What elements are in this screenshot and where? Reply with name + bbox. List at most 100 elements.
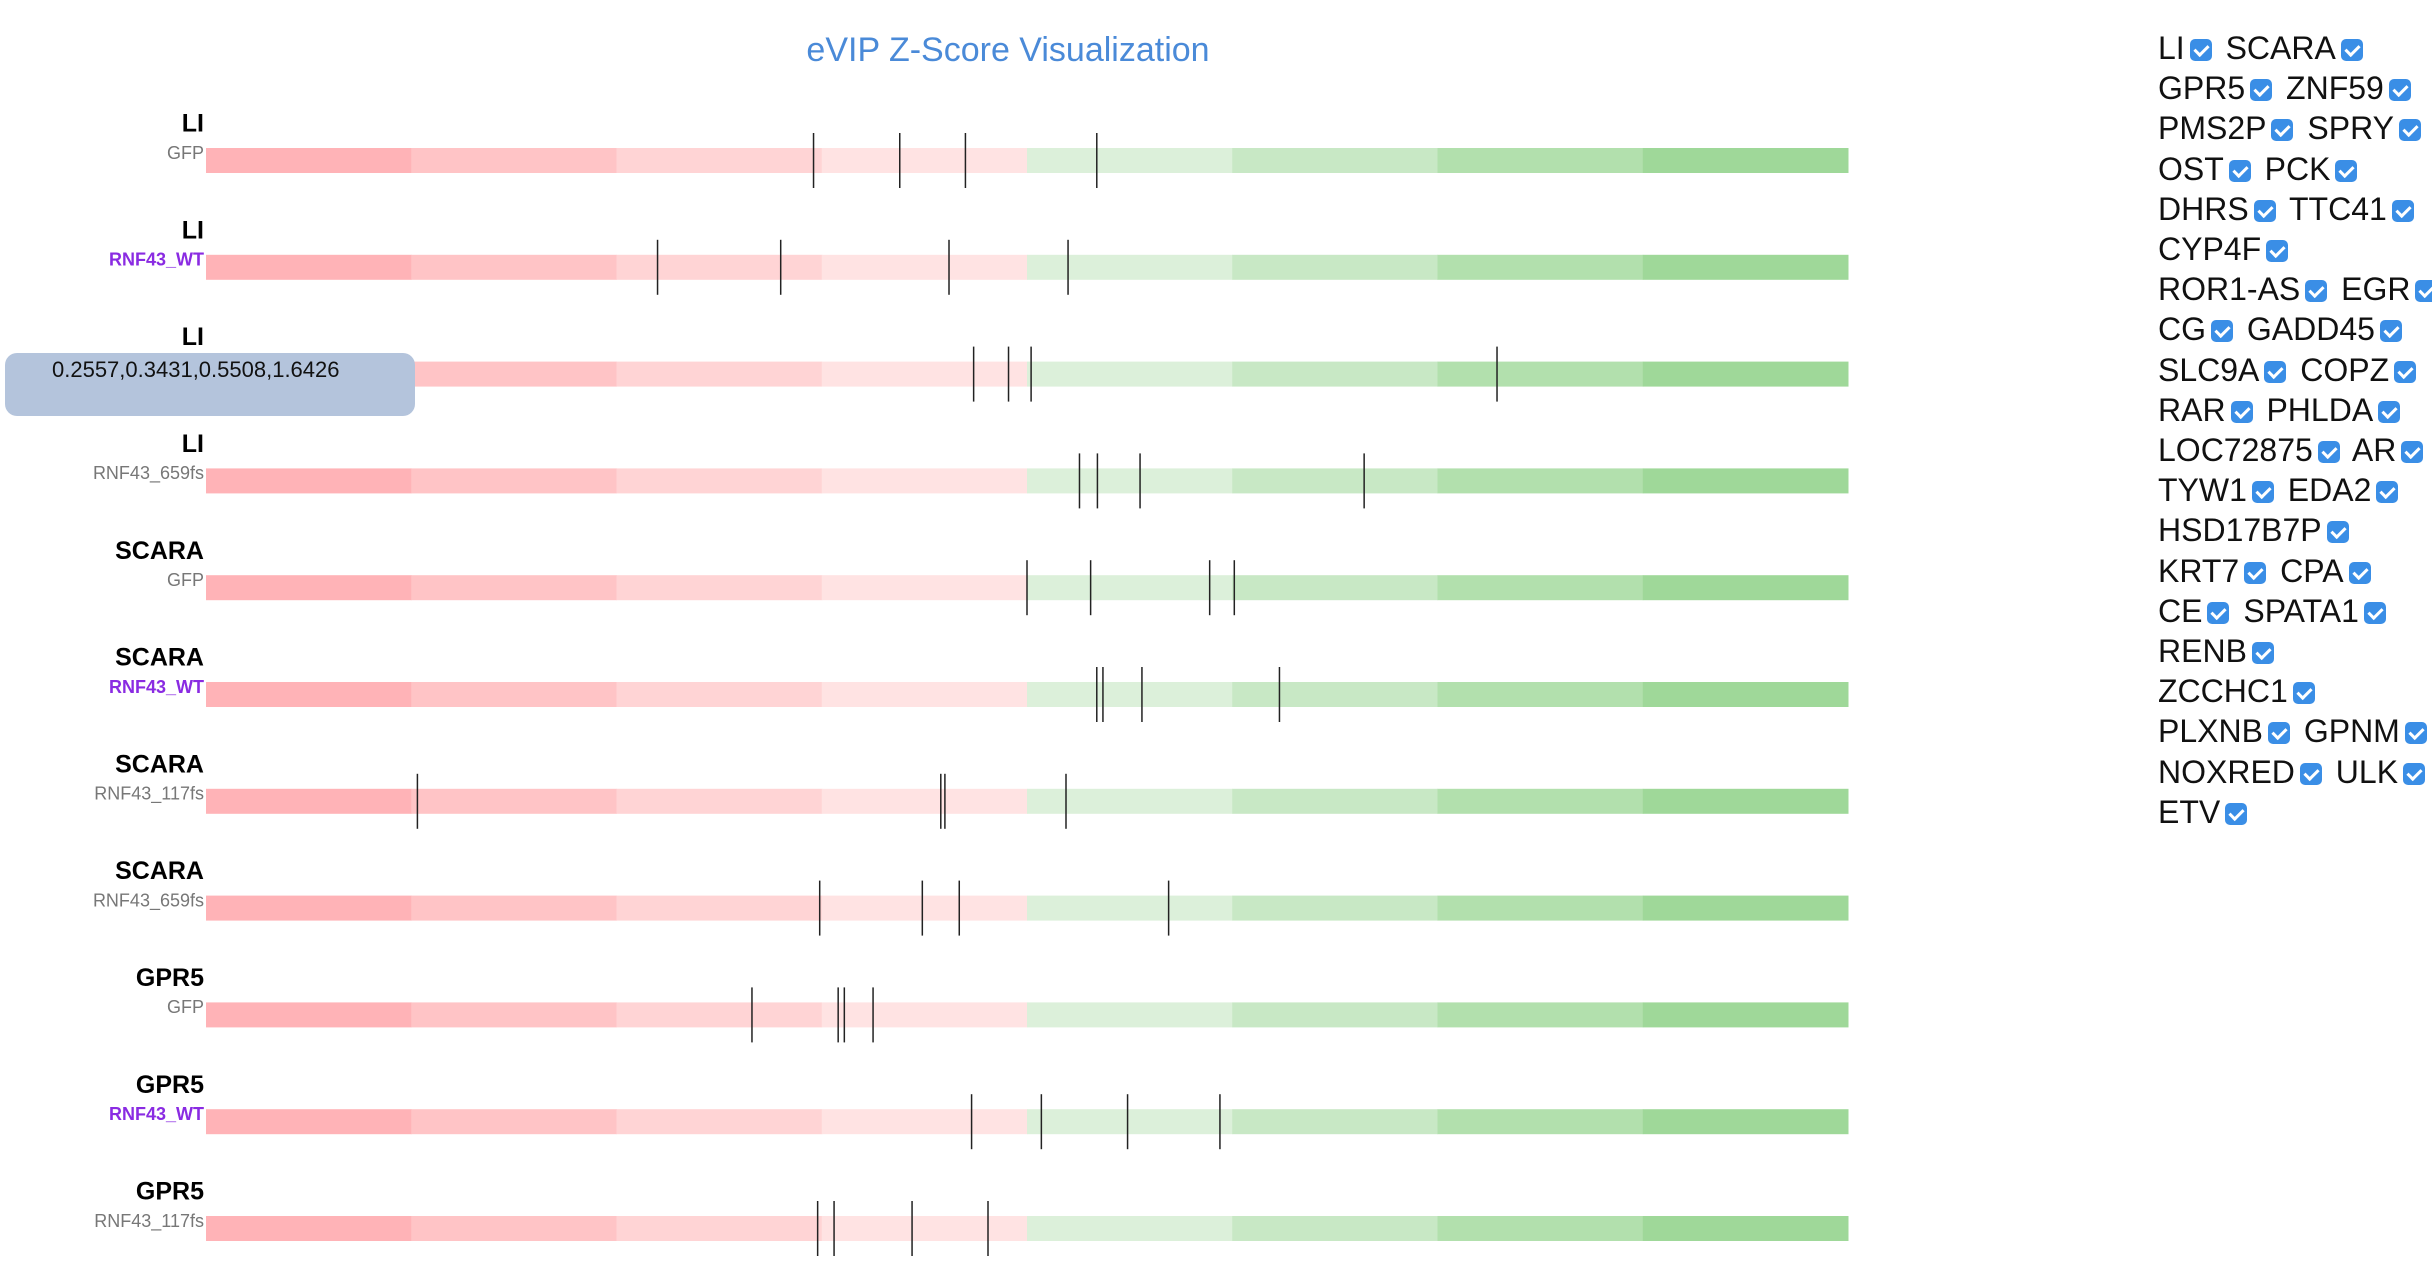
checkbox[interactable]	[2415, 280, 2432, 303]
checkbox[interactable]	[2211, 320, 2233, 343]
checkbox[interactable]	[2230, 400, 2253, 423]
gene-option[interactable]: KRT7	[2158, 553, 2271, 589]
gene-option[interactable]: ETV	[2158, 794, 2252, 830]
gene-option[interactable]: RENB	[2158, 633, 2279, 669]
bar-segment	[206, 682, 412, 707]
checkbox[interactable]	[2401, 441, 2424, 464]
gene-option[interactable]: SPRY	[2307, 110, 2426, 146]
checkbox[interactable]	[2398, 119, 2421, 142]
gene-option[interactable]: CYP4F	[2158, 231, 2293, 267]
checkbox[interactable]	[2326, 521, 2349, 544]
bar-segment	[1642, 148, 1849, 173]
variant-label: GFP	[167, 570, 204, 590]
checkbox[interactable]	[2207, 601, 2230, 624]
gene-label: SCARA	[115, 750, 204, 778]
gene-option[interactable]: HSD17B7P	[2158, 512, 2354, 548]
bar-segment	[206, 1002, 412, 1028]
checkbox[interactable]	[2228, 159, 2251, 182]
checkbox[interactable]	[2266, 240, 2289, 263]
gene-name: SPATA1	[2243, 592, 2359, 629]
gene-name: NOXRED	[2158, 753, 2295, 790]
gene-option[interactable]: CG	[2158, 311, 2238, 347]
gene-option[interactable]: COPZ	[2300, 352, 2421, 388]
bar-segment	[1027, 682, 1233, 707]
checkbox[interactable]	[2225, 802, 2248, 825]
bar-segment	[1642, 682, 1849, 707]
checkbox[interactable]	[2299, 762, 2322, 785]
gene-option[interactable]: SLC9A	[2158, 352, 2291, 388]
gene-option[interactable]: LI	[2158, 30, 2217, 66]
checkbox[interactable]	[2335, 159, 2358, 182]
bar-segment	[411, 361, 617, 387]
checkbox[interactable]	[2189, 39, 2212, 61]
bar-segment	[1437, 148, 1644, 173]
checkbox[interactable]	[2388, 79, 2411, 102]
checkbox[interactable]	[2394, 360, 2417, 383]
gene-option[interactable]: TYW1	[2158, 472, 2279, 508]
gene-option[interactable]: CE	[2158, 593, 2234, 629]
gene-option[interactable]: ULK	[2336, 754, 2430, 790]
gene-name: EDA2	[2287, 472, 2372, 509]
gene-option[interactable]: PLXNB	[2158, 713, 2295, 749]
bar-segment	[821, 1002, 1028, 1028]
bar-segment	[411, 468, 617, 494]
bar-segment	[616, 361, 823, 387]
gene-option[interactable]: GADD45	[2247, 311, 2407, 347]
bar-segment	[1232, 1002, 1438, 1028]
checkbox[interactable]	[2379, 320, 2402, 343]
bar-segment	[1027, 575, 1233, 601]
checkbox[interactable]	[2251, 642, 2274, 665]
checkbox[interactable]	[2251, 481, 2274, 504]
bar-segment	[1437, 1002, 1644, 1028]
checkbox[interactable]	[2376, 481, 2399, 504]
gene-option[interactable]: GPNM	[2304, 713, 2432, 749]
checkbox[interactable]	[2244, 561, 2267, 584]
gene-option[interactable]: LOC72875	[2158, 432, 2345, 468]
checkbox[interactable]	[2271, 119, 2294, 142]
checkbox[interactable]	[2253, 199, 2276, 222]
checkbox[interactable]	[2250, 79, 2273, 102]
bar-segment	[206, 254, 412, 280]
bar-segment	[411, 1216, 617, 1241]
checkbox[interactable]	[2363, 601, 2386, 624]
checkbox[interactable]	[2267, 722, 2290, 745]
checkbox[interactable]	[2391, 199, 2414, 222]
bar-segment	[821, 254, 1028, 280]
checkbox[interactable]	[2340, 39, 2363, 61]
bar-segment	[411, 575, 617, 601]
gene-option[interactable]: PHLDA	[2266, 392, 2405, 428]
checkbox[interactable]	[2292, 682, 2315, 705]
variant-label: GFP	[167, 997, 204, 1017]
gene-option[interactable]: NOXRED	[2158, 754, 2327, 790]
gene-option[interactable]: ZCCHC1	[2158, 673, 2320, 709]
gene-option[interactable]: EDA2	[2288, 472, 2404, 508]
gene-name: SPRY	[2307, 110, 2394, 147]
gene-option[interactable]: CPA	[2280, 553, 2375, 589]
gene-option[interactable]: GPR5	[2158, 70, 2277, 106]
gene-option[interactable]: PMS2P	[2158, 110, 2298, 146]
tooltip: 0.2557,0.3431,0.5508,1.6426	[5, 353, 415, 416]
gene-label: GPR5	[136, 1178, 204, 1206]
checkbox[interactable]	[2348, 561, 2371, 584]
gene-option[interactable]: SCARA	[2226, 30, 2368, 66]
checkbox[interactable]	[2317, 441, 2340, 464]
gene-option[interactable]: ROR1-AS	[2158, 271, 2332, 307]
bar-segment	[616, 1216, 823, 1241]
bar-segment	[411, 682, 617, 707]
gene-option[interactable]: OST	[2158, 151, 2256, 187]
checkbox[interactable]	[2403, 762, 2426, 785]
gene-name: GPR5	[2158, 70, 2246, 107]
checkbox[interactable]	[2305, 280, 2328, 303]
gene-option[interactable]: DHRS	[2158, 191, 2281, 227]
checkbox[interactable]	[2404, 722, 2427, 745]
checkbox[interactable]	[2378, 400, 2401, 423]
checkbox[interactable]	[2264, 360, 2287, 383]
gene-option[interactable]: PCK	[2265, 151, 2363, 187]
gene-option[interactable]: RAR	[2158, 392, 2258, 428]
gene-option[interactable]: EGR	[2341, 271, 2432, 307]
gene-option[interactable]: AR	[2352, 432, 2428, 468]
gene-option[interactable]: ZNF59	[2286, 70, 2416, 106]
gene-option[interactable]: TTC41	[2289, 191, 2419, 227]
gene-option[interactable]: SPATA1	[2243, 593, 2391, 629]
